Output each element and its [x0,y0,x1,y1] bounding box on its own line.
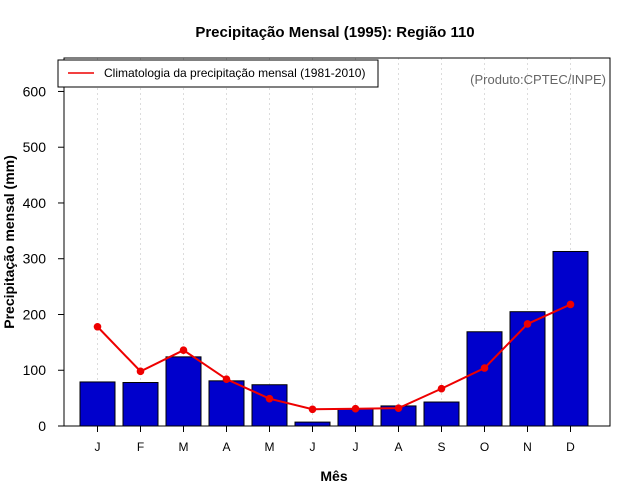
y-tick-label: 400 [23,195,47,211]
climatology-point-7 [351,404,360,413]
bar-4 [208,380,245,427]
x-tick-label: D [566,440,575,454]
legend: Climatologia da precipitação mensal (198… [57,59,379,88]
y-tick-label: 300 [23,251,47,267]
plot-frame [63,57,611,427]
grid-lines [97,58,571,426]
climatology-point-4 [222,375,231,383]
climatology-series [93,300,575,414]
credit-text: (Produto:CPTEC/INPE) [470,72,606,87]
x-tick-label: M [265,440,275,454]
bar-5 [251,384,288,427]
bar-12 [552,250,589,427]
y-tick-label: 600 [23,83,47,99]
x-tick-label: M [179,440,189,454]
bar-10 [466,331,503,427]
x-tick-label: A [394,440,402,454]
x-tick-label: J [95,440,101,454]
climatology-point-5 [265,394,274,403]
climatology-point-9 [437,384,446,393]
bar-6 [294,421,331,427]
bar-2 [122,382,159,427]
y-tick-label: 500 [23,139,47,155]
x-tick-label: S [437,440,445,454]
legend-box [57,59,379,88]
climatology-point-11 [523,320,532,328]
bar-11 [509,311,546,427]
y-axis: 0 100 200 300 400 500 600 [23,83,64,434]
y-tick-label: 0 [38,418,46,434]
x-tick-label: O [480,440,489,454]
bar-series [79,250,589,427]
climatology-point-12 [566,300,575,309]
climatology-line [96,303,571,411]
climatology-point-1 [93,322,102,331]
x-tick-label: A [222,440,230,454]
x-tick-label: N [523,440,532,454]
bar-9 [423,401,460,427]
x-axis-label: Mês [320,468,347,484]
climatology-point-6 [308,405,317,414]
legend-label: Climatologia da precipitação mensal (198… [104,66,365,80]
x-tick-label: J [353,440,359,454]
bar-3 [165,356,202,427]
climatology-point-8 [394,404,403,412]
climatology-point-10 [480,364,489,372]
bar-1 [79,381,116,427]
climatology-point-2 [136,367,145,376]
chart-title: Precipitação Mensal (1995): Região 110 [195,24,474,41]
y-axis-label: Precipitação mensal (mm) [1,155,17,329]
climatology-point-3 [179,346,188,354]
y-tick-label: 200 [23,306,47,322]
x-tick-label: F [137,440,144,454]
x-tick-label: J [310,440,316,454]
y-tick-label: 100 [23,362,47,378]
